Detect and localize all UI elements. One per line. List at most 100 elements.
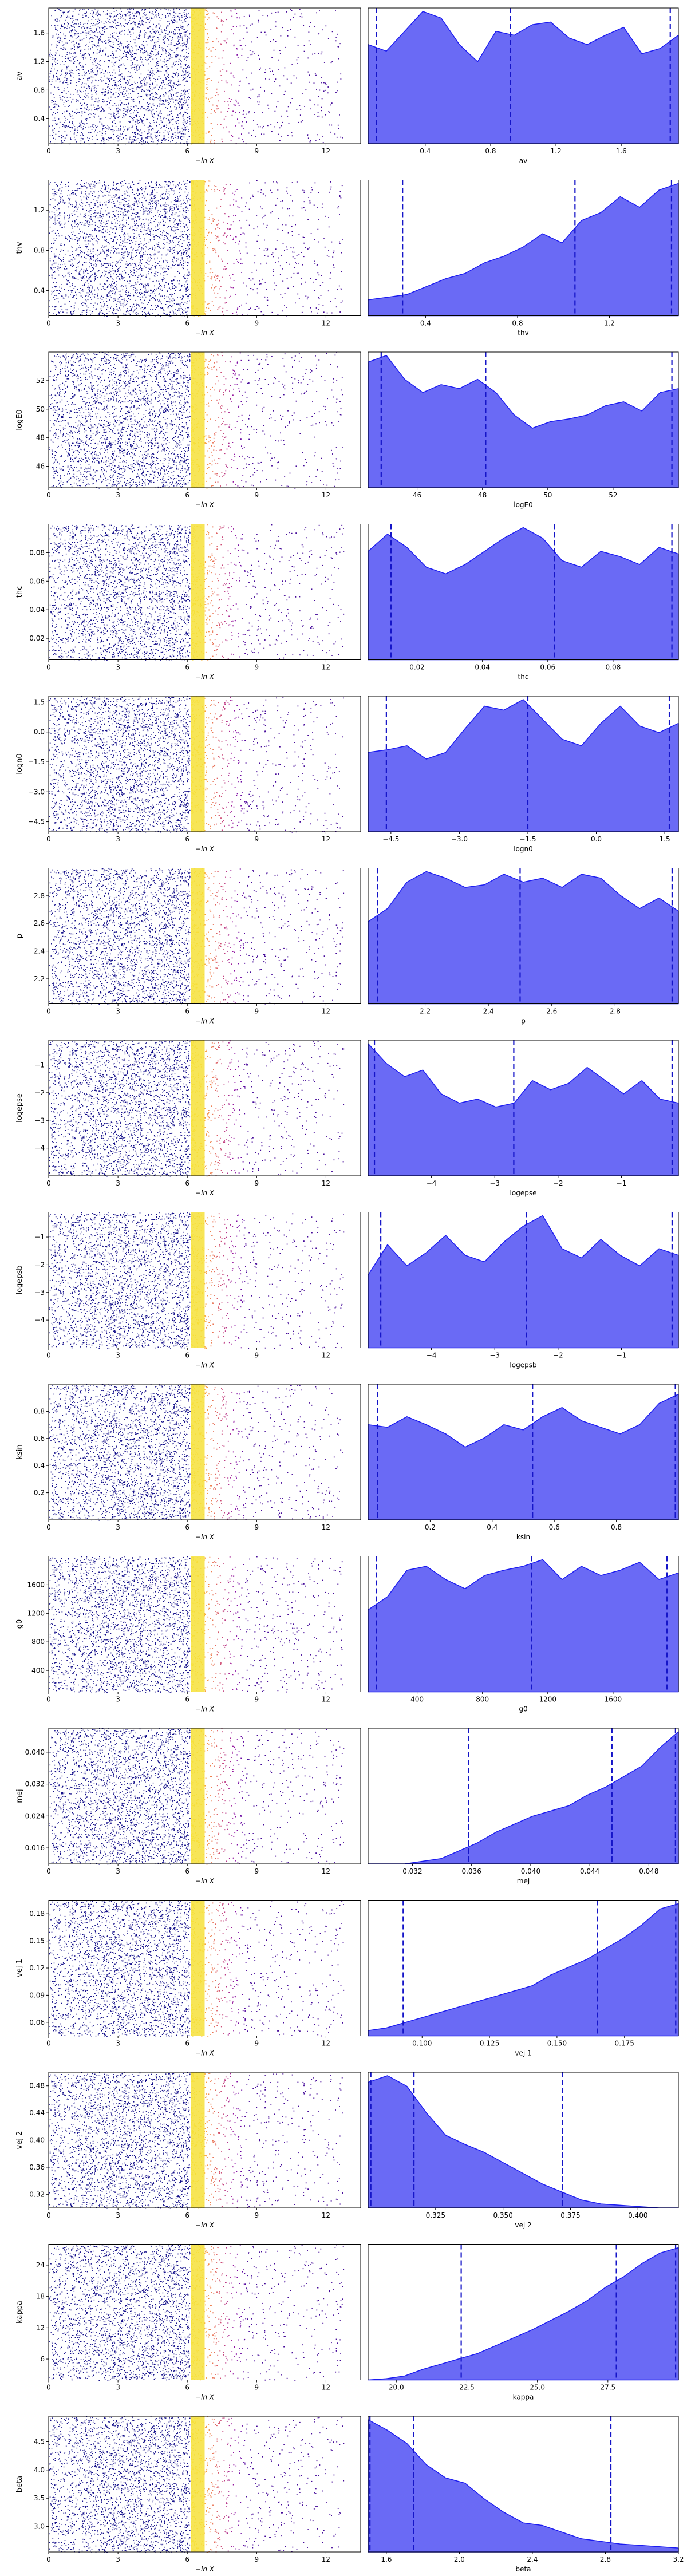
trace-point xyxy=(119,60,120,61)
trace-point xyxy=(168,92,169,93)
trace-point xyxy=(62,126,64,127)
trace-point xyxy=(119,88,120,89)
trace-point xyxy=(92,19,93,20)
trace-point xyxy=(143,108,144,109)
trace-point xyxy=(141,96,143,97)
trace-point xyxy=(104,26,105,27)
trace-point xyxy=(49,54,50,56)
trace-point xyxy=(187,113,188,114)
trace-point xyxy=(186,49,187,50)
trace-point xyxy=(120,42,121,44)
trace-point xyxy=(177,22,178,23)
trace-point xyxy=(144,9,145,10)
trace-point xyxy=(152,83,153,84)
trace-point xyxy=(181,133,183,135)
trace-point xyxy=(183,123,184,124)
trace-point xyxy=(171,86,172,88)
trace-point xyxy=(76,42,77,44)
trace-point xyxy=(164,30,165,31)
trace-point xyxy=(173,138,174,139)
trace-point xyxy=(158,61,159,62)
trace-point xyxy=(77,60,78,61)
trace-point xyxy=(115,123,116,124)
trace-point xyxy=(136,46,137,47)
trace-point xyxy=(60,28,61,29)
trace-point xyxy=(152,93,153,94)
trace-point xyxy=(179,19,180,20)
trace-point xyxy=(137,120,139,121)
trace-point xyxy=(100,14,101,15)
trace-point xyxy=(136,37,137,38)
trace-point xyxy=(121,86,122,88)
trace-point xyxy=(108,37,109,38)
trace-point xyxy=(128,109,129,110)
trace-point xyxy=(119,140,120,141)
trace-point xyxy=(85,23,86,24)
trace-point xyxy=(93,127,94,128)
trace-point xyxy=(159,87,160,88)
trace-point xyxy=(62,82,64,84)
trace-point xyxy=(74,26,75,27)
trace-point xyxy=(184,120,185,121)
trace-point xyxy=(78,81,80,82)
trace-point xyxy=(54,118,56,119)
trace-point xyxy=(73,18,74,19)
trace-point xyxy=(125,15,127,17)
trace-point xyxy=(135,115,136,116)
trace-point xyxy=(112,125,113,127)
trace-point xyxy=(147,45,148,46)
trace-point xyxy=(78,101,79,102)
trace-point xyxy=(114,120,115,121)
trace-point xyxy=(158,89,159,90)
trace-point xyxy=(131,84,132,85)
trace-point xyxy=(90,113,91,114)
trace-point xyxy=(163,82,164,83)
trace-point xyxy=(154,122,155,123)
trace-point xyxy=(143,140,144,141)
trace-point xyxy=(92,70,93,72)
trace-point xyxy=(57,19,58,21)
trace-point xyxy=(183,22,184,23)
trace-point xyxy=(183,124,184,125)
trace-point xyxy=(133,33,134,34)
trace-point xyxy=(187,97,188,98)
trace-point xyxy=(114,80,116,81)
trace-point xyxy=(135,83,136,84)
trace-point xyxy=(70,80,72,81)
trace-point xyxy=(175,34,176,35)
trace-point xyxy=(135,22,136,23)
trace-point xyxy=(89,31,90,33)
trace-point xyxy=(118,137,119,139)
trace-point xyxy=(78,69,80,70)
trace-point xyxy=(173,19,175,20)
trace-point xyxy=(92,46,93,48)
trace-point xyxy=(145,78,146,80)
trace-point xyxy=(114,117,116,118)
trace-point xyxy=(106,28,108,29)
trace-point xyxy=(142,59,143,60)
trace-point xyxy=(111,92,112,93)
trace-point xyxy=(188,131,189,132)
trace-point xyxy=(179,85,180,86)
trace-point xyxy=(163,37,164,38)
trace-point xyxy=(159,39,160,40)
trace-point xyxy=(74,33,76,34)
trace-point xyxy=(179,99,180,100)
trace-point xyxy=(72,128,73,129)
trace-point xyxy=(152,72,153,73)
trace-point xyxy=(189,67,190,68)
trace-point xyxy=(88,78,89,79)
trace-point xyxy=(119,90,120,91)
trace-point xyxy=(94,9,95,10)
trace-point xyxy=(119,69,120,70)
trace-point xyxy=(73,118,74,119)
trace-point xyxy=(187,26,188,27)
trace-point xyxy=(98,23,99,24)
trace-point xyxy=(123,25,124,26)
trace-point xyxy=(185,68,187,69)
trace-point xyxy=(77,19,78,20)
trace-point xyxy=(111,27,112,28)
trace-point xyxy=(187,17,188,18)
trace-point xyxy=(82,105,83,106)
trace-point xyxy=(129,85,131,86)
